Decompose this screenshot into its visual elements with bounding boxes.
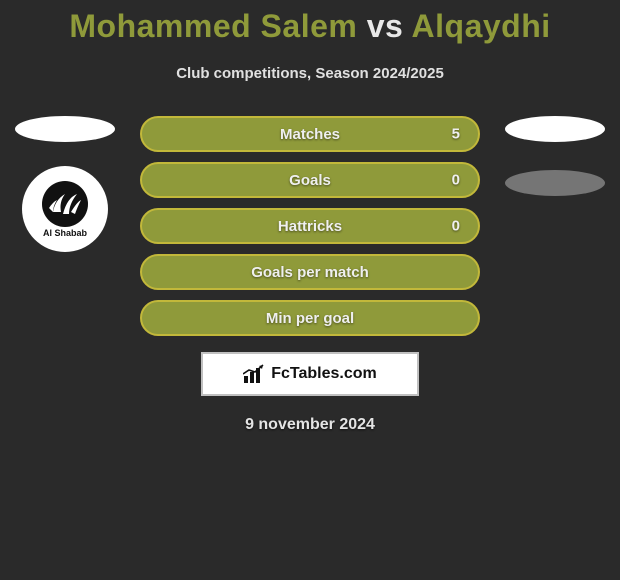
stat-value: 5 xyxy=(452,126,460,143)
subtitle: Club competitions, Season 2024/2025 xyxy=(176,65,444,82)
stat-value: 0 xyxy=(452,172,460,189)
stat-value: 0 xyxy=(452,218,460,235)
stat-row-goals-per-match: Goals per match xyxy=(140,254,480,290)
stat-label: Min per goal xyxy=(266,310,354,327)
stat-label: Goals per match xyxy=(251,264,369,281)
club-badge: Al Shabab xyxy=(22,166,108,252)
stat-label: Hattricks xyxy=(278,218,342,235)
stat-label: Matches xyxy=(280,126,340,143)
main-container: Mohammed Salem vs Alqaydhi Club competit… xyxy=(0,0,620,434)
stat-row-goals: Goals 0 xyxy=(140,162,480,198)
player1-ellipse xyxy=(15,116,115,142)
stats-area: Al Shabab Matches 5 Goals 0 Hattricks 0 … xyxy=(0,116,620,434)
stat-row-hattricks: Hattricks 0 xyxy=(140,208,480,244)
title-player1: Mohammed Salem xyxy=(69,8,357,44)
left-column: Al Shabab xyxy=(10,116,120,252)
right-column xyxy=(500,116,610,224)
page-title: Mohammed Salem vs Alqaydhi xyxy=(69,8,550,45)
brand-chart-icon xyxy=(243,364,265,384)
stat-label: Goals xyxy=(289,172,331,189)
club-logo-icon xyxy=(39,180,91,230)
player2-ellipse-2 xyxy=(505,170,605,196)
title-vs: vs xyxy=(367,8,404,44)
brand-box[interactable]: FcTables.com xyxy=(201,352,419,396)
title-player2: Alqaydhi xyxy=(412,8,551,44)
stat-row-matches: Matches 5 xyxy=(140,116,480,152)
stat-row-min-per-goal: Min per goal xyxy=(140,300,480,336)
date-text: 9 november 2024 xyxy=(245,416,375,434)
club-name: Al Shabab xyxy=(43,228,87,238)
player2-ellipse-1 xyxy=(505,116,605,142)
brand-text: FcTables.com xyxy=(271,365,377,383)
